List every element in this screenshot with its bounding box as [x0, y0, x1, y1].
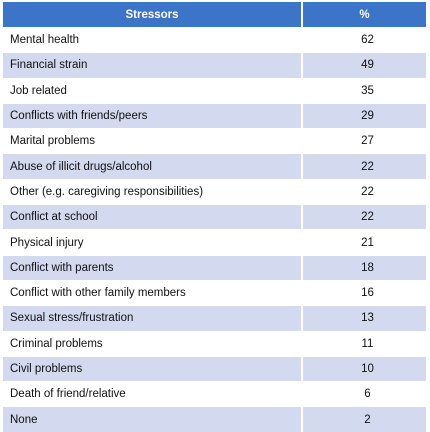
stressor-cell: Mental health [3, 26, 303, 53]
stressor-cell: Financial strain [3, 52, 303, 79]
percent-cell: 16 [302, 279, 426, 306]
stressor-cell: Physical injury [3, 229, 303, 256]
stressor-cell: None [3, 406, 303, 432]
table-row: Criminal problems 11 [3, 330, 426, 357]
percent-cell: 13 [302, 305, 426, 332]
table-row: Financial strain 49 [3, 52, 426, 79]
stressor-cell: Conflict with other family members [3, 279, 303, 306]
stressor-cell: Criminal problems [3, 330, 303, 357]
table-header-row: Stressors % [3, 2, 426, 28]
percent-cell: 29 [302, 102, 426, 129]
percent-cell: 49 [302, 52, 426, 79]
table-row: Physical injury 21 [3, 229, 426, 256]
stressor-cell: Civil problems [3, 355, 303, 382]
stressor-cell: Conflicts with friends/peers [3, 102, 303, 129]
header-stressors: Stressors [3, 2, 303, 28]
stressor-cell: Other (e.g. caregiving responsibilities) [3, 178, 303, 205]
percent-cell: 11 [302, 330, 426, 357]
table-row: Marital problems 27 [3, 128, 426, 154]
percent-cell: 18 [302, 254, 426, 281]
table-row: Sexual stress/frustration 13 [3, 305, 426, 332]
percent-cell: 2 [302, 406, 426, 432]
stressors-table-container: Stressors % Mental health 62 Financial s… [3, 2, 426, 432]
table-row: Other (e.g. caregiving responsibilities)… [3, 178, 426, 205]
stressor-cell: Marital problems [3, 128, 303, 154]
table-row: Mental health 62 [3, 26, 426, 53]
percent-cell: 22 [302, 204, 426, 230]
stressors-table: Stressors % Mental health 62 Financial s… [3, 2, 426, 432]
table-row: Conflicts with friends/peers 29 [3, 102, 426, 129]
percent-cell: 22 [302, 153, 426, 180]
stressor-cell: Conflict at school [3, 204, 303, 230]
table-row: Job related 35 [3, 77, 426, 104]
table-row: None 2 [3, 406, 426, 432]
table-row: Civil problems 10 [3, 355, 426, 382]
table-row: Conflict at school 22 [3, 204, 426, 230]
percent-cell: 21 [302, 229, 426, 256]
table-row: Conflict with other family members 16 [3, 279, 426, 306]
percent-cell: 6 [302, 381, 426, 407]
percent-cell: 62 [302, 26, 426, 53]
table-row: Death of friend/relative 6 [3, 381, 426, 407]
percent-cell: 35 [302, 77, 426, 104]
percent-cell: 22 [302, 178, 426, 205]
stressor-cell: Conflict with parents [3, 254, 303, 281]
stressor-cell: Death of friend/relative [3, 381, 303, 407]
stressor-cell: Abuse of illicit drugs/alcohol [3, 153, 303, 180]
stressor-cell: Job related [3, 77, 303, 104]
header-percent: % [302, 2, 426, 28]
percent-cell: 27 [302, 128, 426, 154]
percent-cell: 10 [302, 355, 426, 382]
stressor-cell: Sexual stress/frustration [3, 305, 303, 332]
table-row: Abuse of illicit drugs/alcohol 22 [3, 153, 426, 180]
table-row: Conflict with parents 18 [3, 254, 426, 281]
